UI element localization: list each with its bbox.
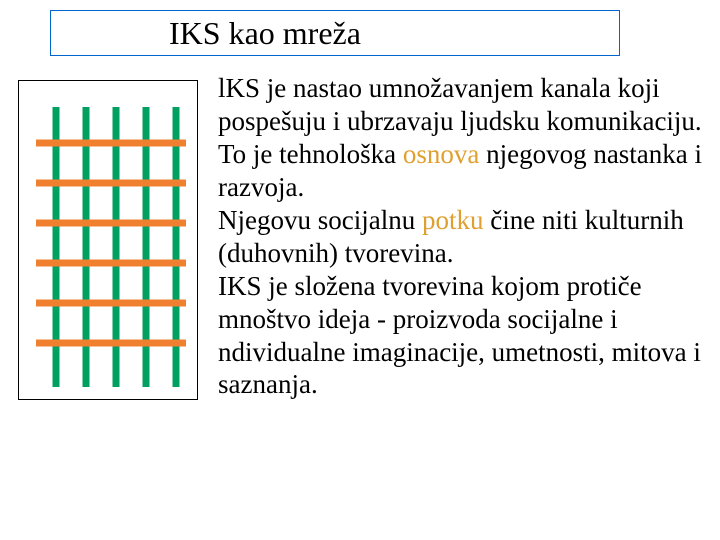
grid-diagram <box>28 95 188 395</box>
text-run: IKS je složena tvorevina kojom protiče m… <box>218 271 701 400</box>
title-container: IKS kao mreža <box>50 10 620 56</box>
text-run: potku <box>422 205 484 235</box>
text-run: Njegovu socijalnu <box>218 205 422 235</box>
text-run: osnova <box>403 139 480 169</box>
slide-title: IKS kao mreža <box>169 15 361 52</box>
body-paragraph: lKS je nastao umnožavanjem kanala koji p… <box>218 72 710 401</box>
